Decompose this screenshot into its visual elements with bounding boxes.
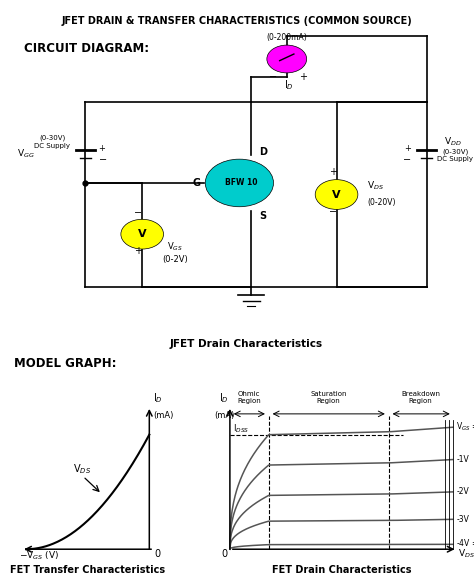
- Text: I$_D$: I$_D$: [153, 391, 163, 405]
- Text: −: −: [268, 72, 277, 82]
- Text: -1V: -1V: [456, 455, 469, 464]
- Text: Ohmic
Region: Ohmic Region: [237, 391, 261, 404]
- Text: (0-200mA): (0-200mA): [266, 33, 307, 42]
- Circle shape: [267, 45, 307, 73]
- Text: (0-20V): (0-20V): [367, 198, 396, 207]
- Text: V$_{GS}$ = 0V: V$_{GS}$ = 0V: [456, 421, 474, 433]
- Text: MODEL GRAPH:: MODEL GRAPH:: [14, 356, 117, 370]
- Text: $-$V$_{GS}$ (V): $-$V$_{GS}$ (V): [19, 550, 59, 562]
- Text: +: +: [300, 72, 307, 82]
- Circle shape: [205, 159, 273, 207]
- Text: CIRCUIT DIAGRAM:: CIRCUIT DIAGRAM:: [24, 43, 149, 56]
- Text: +: +: [404, 144, 411, 153]
- Text: JFET DRAIN & TRANSFER CHARACTERISTICS (COMMON SOURCE): JFET DRAIN & TRANSFER CHARACTERISTICS (C…: [62, 16, 412, 26]
- Text: FET Drain Characteristics: FET Drain Characteristics: [272, 565, 411, 574]
- Circle shape: [315, 180, 358, 209]
- Text: −: −: [403, 155, 411, 165]
- Text: V$_{DS}$: V$_{DS}$: [73, 462, 91, 476]
- Text: S: S: [259, 211, 267, 221]
- Text: FET Transfer Characteristics: FET Transfer Characteristics: [10, 565, 165, 574]
- Text: I$_D$: I$_D$: [219, 391, 229, 405]
- Text: V: V: [138, 229, 146, 239]
- Text: D: D: [259, 147, 267, 157]
- Text: 0: 0: [154, 549, 160, 559]
- Text: +: +: [135, 246, 142, 256]
- Text: JFET Drain Characteristics: JFET Drain Characteristics: [170, 339, 323, 349]
- Text: Breakdown
Region: Breakdown Region: [401, 391, 440, 404]
- Text: (mA): (mA): [153, 411, 173, 421]
- Text: +: +: [329, 167, 337, 177]
- Text: +: +: [99, 144, 106, 153]
- Text: I$_{DSS}$: I$_{DSS}$: [233, 423, 249, 435]
- Text: I$_D$: I$_D$: [284, 78, 294, 92]
- Text: V: V: [332, 190, 341, 199]
- Text: V$_{DS}$: V$_{DS}$: [367, 180, 384, 192]
- Text: G: G: [193, 178, 201, 188]
- Text: 0: 0: [221, 549, 228, 559]
- Text: -2V: -2V: [456, 487, 469, 497]
- Text: Saturation
Region: Saturation Region: [310, 391, 347, 404]
- Text: V$_{DD}$: V$_{DD}$: [444, 135, 462, 148]
- Text: V$_{GG}$: V$_{GG}$: [17, 148, 35, 160]
- Text: −: −: [99, 155, 107, 165]
- Text: −: −: [328, 207, 337, 217]
- Text: V$_{DS}$ (V): V$_{DS}$ (V): [458, 548, 474, 560]
- Text: (mA): (mA): [215, 411, 235, 421]
- Text: DC Supply: DC Supply: [437, 156, 473, 163]
- Text: BFW 10: BFW 10: [226, 178, 258, 187]
- Circle shape: [121, 219, 164, 249]
- Text: -3V: -3V: [456, 515, 469, 524]
- Text: V$_{GS}$
(0-2V): V$_{GS}$ (0-2V): [163, 241, 188, 264]
- Text: −: −: [134, 208, 143, 218]
- Text: -4V = V$_p$: -4V = V$_p$: [456, 538, 474, 551]
- Text: (0-30V): (0-30V): [442, 148, 468, 154]
- Text: DC Supply: DC Supply: [34, 143, 70, 149]
- Text: (0-30V): (0-30V): [39, 135, 65, 142]
